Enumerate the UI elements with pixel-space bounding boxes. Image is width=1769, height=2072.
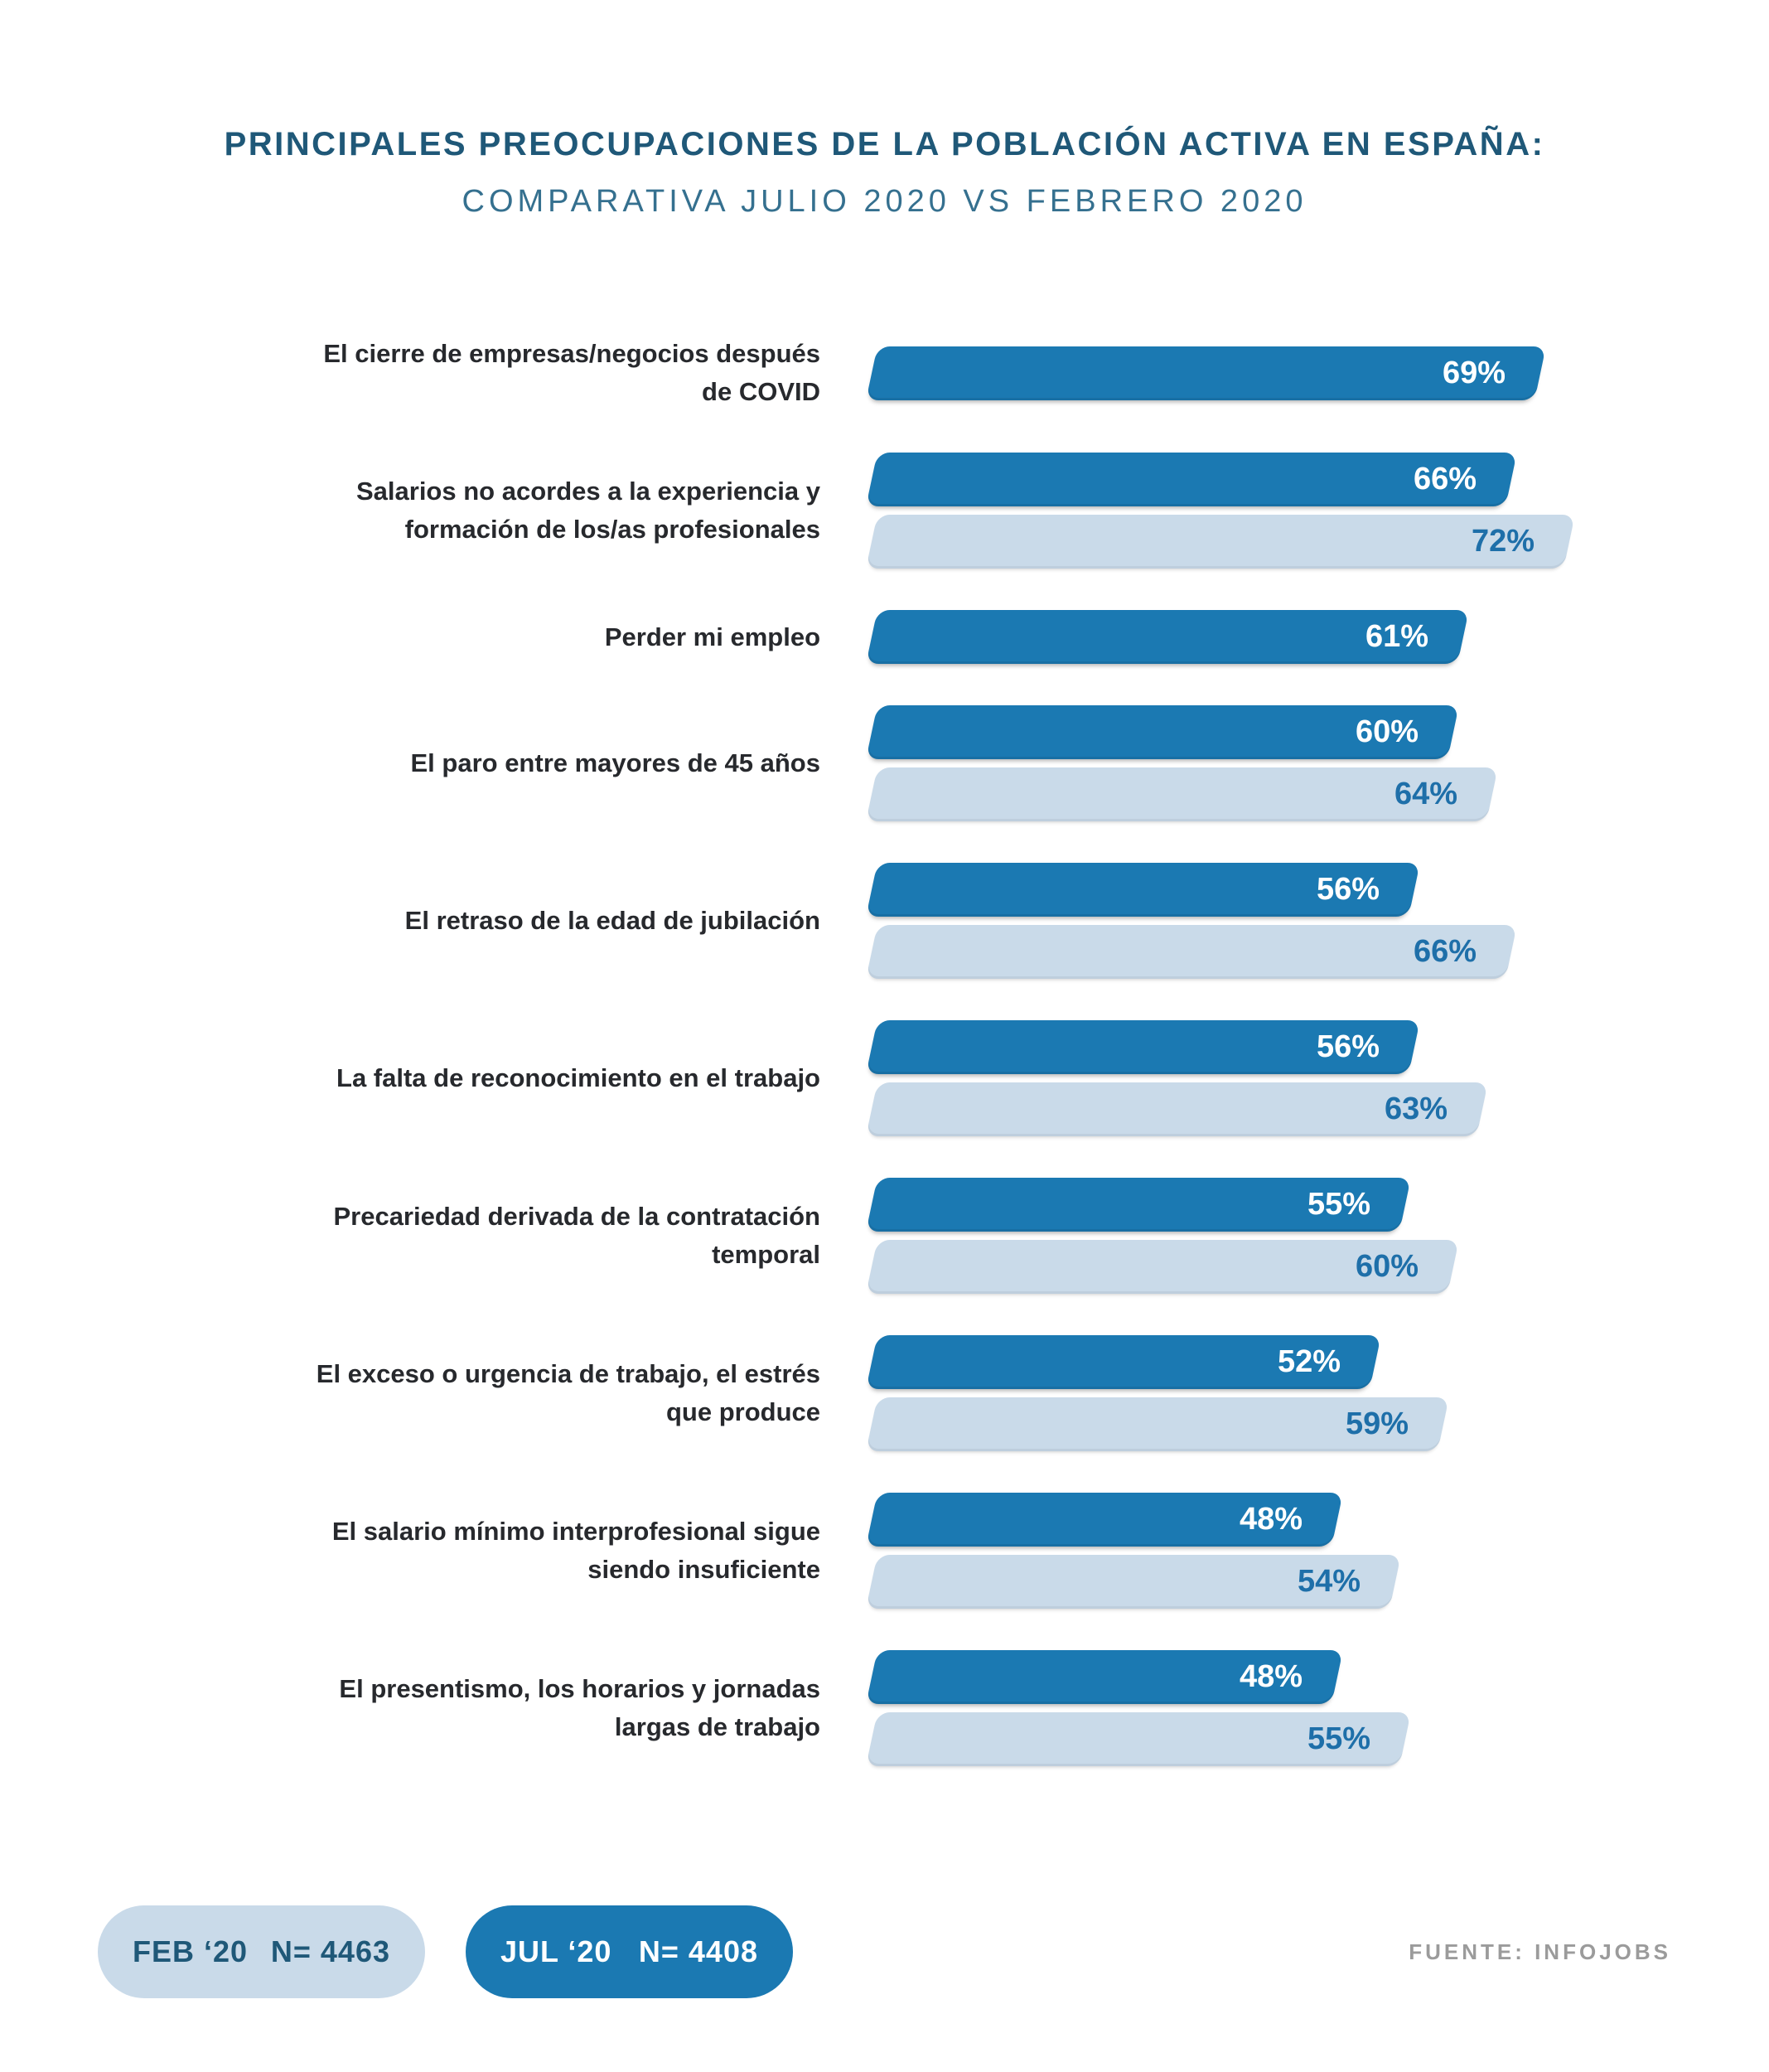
category-label: El retraso de la edad de jubilación xyxy=(124,902,820,940)
category-label: Salarios no acordes a la experiencia y fo… xyxy=(124,472,820,549)
category-label-line: El salario mínimo interprofesional sigue xyxy=(331,1517,820,1546)
category-label-line: siendo insuficiente xyxy=(587,1555,820,1584)
bar-group: 55% 60% xyxy=(866,1178,1459,1294)
legend-jul-label: JUL ‘20 xyxy=(500,1934,612,1968)
bar-value-label: 72% xyxy=(1471,524,1535,559)
category-label: El salario mínimo interprofesional sigue… xyxy=(124,1513,820,1589)
chart-row: Precariedad derivada de la contratación t… xyxy=(124,1178,1769,1294)
category-label-line: largas de trabajo xyxy=(614,1712,820,1741)
category-label-line: El paro entre mayores de 45 años xyxy=(410,748,821,777)
bar-value-label: 56% xyxy=(1316,872,1380,907)
bar-chart: El cierre de empresas/negocios después de… xyxy=(0,335,1769,1766)
chart-row: El retraso de la edad de jubilación 56% 6… xyxy=(124,863,1769,979)
category-label-line: formación de los/as profesionales xyxy=(404,515,820,544)
bar-feb-2020: 54% xyxy=(866,1555,1401,1609)
legend-feb-sample-size: N= 4463 xyxy=(270,1934,390,1968)
bar-value-label: 59% xyxy=(1345,1406,1409,1441)
legend-pill-jul-2020: JUL ‘20 N= 4408 xyxy=(466,1905,793,1998)
category-label-line: El presentismo, los horarios y jornadas xyxy=(339,1674,820,1703)
source-credit: FUENTE: INFOJOBS xyxy=(1409,1939,1671,1964)
bar-value-label: 48% xyxy=(1239,1502,1303,1537)
bar-group: 56% 66% xyxy=(866,863,1517,979)
chart-row: Perder mi empleo 61% xyxy=(124,610,1769,664)
bar-jul-2020: 69% xyxy=(866,346,1546,400)
bar-feb-2020: 66% xyxy=(866,925,1517,979)
bar-jul-2020: 60% xyxy=(866,705,1459,759)
bar-value-label: 66% xyxy=(1413,462,1477,496)
bar-jul-2020: 52% xyxy=(866,1335,1381,1389)
bar-group: 60% 64% xyxy=(866,705,1498,821)
bar-group: 52% 59% xyxy=(866,1335,1449,1451)
category-label-line: que produce xyxy=(665,1397,820,1426)
chart-row: El cierre de empresas/negocios después de… xyxy=(124,335,1769,411)
bar-jul-2020: 56% xyxy=(866,1020,1420,1074)
bar-jul-2020: 61% xyxy=(866,610,1469,664)
bar-value-label: 48% xyxy=(1239,1659,1303,1694)
bar-value-label: 64% xyxy=(1394,777,1457,811)
bar-feb-2020: 55% xyxy=(866,1712,1411,1766)
category-label: El exceso o urgencia de trabajo, el estr… xyxy=(124,1355,820,1431)
chart-row: La falta de reconocimiento en el trabajo… xyxy=(124,1020,1769,1136)
category-label: El cierre de empresas/negocios después de… xyxy=(124,335,820,411)
chart-title: PRINCIPALES PREOCUPACIONES DE LA POBLACI… xyxy=(224,126,1545,162)
chart-subtitle: COMPARATIVA JULIO 2020 VS FEBRERO 2020 xyxy=(462,184,1307,219)
bar-jul-2020: 66% xyxy=(866,453,1517,506)
category-label-line: temporal xyxy=(712,1240,820,1269)
bar-value-label: 60% xyxy=(1355,1249,1419,1284)
bar-value-label: 56% xyxy=(1316,1029,1380,1064)
bar-feb-2020: 59% xyxy=(866,1397,1449,1451)
category-label-line: de COVID xyxy=(702,377,820,406)
bar-value-label: 55% xyxy=(1307,1187,1370,1222)
bar-feb-2020: 64% xyxy=(866,767,1498,821)
legend-pill-feb-2020: FEB ‘20 N= 4463 xyxy=(98,1905,425,1998)
bar-value-label: 55% xyxy=(1307,1721,1370,1756)
bar-value-label: 63% xyxy=(1384,1092,1448,1126)
category-label-line: El cierre de empresas/negocios después xyxy=(323,339,820,368)
chart-row: El salario mínimo interprofesional sigue… xyxy=(124,1493,1769,1609)
bar-value-label: 60% xyxy=(1355,714,1419,749)
bar-jul-2020: 55% xyxy=(866,1178,1411,1232)
bar-value-label: 61% xyxy=(1365,619,1428,654)
legend-jul-sample-size: N= 4408 xyxy=(638,1934,758,1968)
bar-group: 48% 55% xyxy=(866,1650,1411,1766)
bar-jul-2020: 48% xyxy=(866,1650,1343,1704)
bar-group: 69% xyxy=(866,346,1546,400)
category-label: La falta de reconocimiento en el trabajo xyxy=(124,1059,820,1097)
bar-feb-2020: 60% xyxy=(866,1240,1459,1294)
bar-value-label: 69% xyxy=(1442,355,1506,390)
bar-group: 56% 63% xyxy=(866,1020,1488,1136)
category-label-line: Salarios no acordes a la experiencia y xyxy=(355,477,820,506)
category-label-line: Perder mi empleo xyxy=(604,622,820,651)
bar-group: 66% 72% xyxy=(866,453,1575,569)
legend-feb-label: FEB ‘20 xyxy=(133,1934,249,1968)
category-label: El presentismo, los horarios y jornadas l… xyxy=(124,1670,820,1746)
category-label: Precariedad derivada de la contratación t… xyxy=(124,1198,820,1274)
category-label-line: El exceso o urgencia de trabajo, el estr… xyxy=(316,1359,820,1388)
category-label-line: Precariedad derivada de la contratación xyxy=(333,1202,820,1231)
chart-footer: FEB ‘20 N= 4463 JUL ‘20 N= 4408 FUENTE: … xyxy=(0,1905,1769,1998)
chart-row: El presentismo, los horarios y jornadas l… xyxy=(124,1650,1769,1766)
category-label-line: El retraso de la edad de jubilación xyxy=(404,906,820,935)
chart-row: El paro entre mayores de 45 años 60% 64% xyxy=(124,705,1769,821)
category-label-line: La falta de reconocimiento en el trabajo xyxy=(336,1063,820,1092)
bar-value-label: 66% xyxy=(1413,934,1477,969)
bar-jul-2020: 56% xyxy=(866,863,1420,917)
bar-feb-2020: 63% xyxy=(866,1082,1488,1136)
bar-jul-2020: 48% xyxy=(866,1493,1343,1547)
bar-group: 48% 54% xyxy=(866,1493,1401,1609)
category-label: Perder mi empleo xyxy=(124,618,820,656)
category-label: El paro entre mayores de 45 años xyxy=(124,744,821,782)
bar-feb-2020: 72% xyxy=(866,515,1575,569)
chart-row: El exceso o urgencia de trabajo, el estr… xyxy=(124,1335,1769,1451)
bar-value-label: 52% xyxy=(1277,1344,1341,1379)
bar-value-label: 54% xyxy=(1297,1564,1361,1599)
chart-row: Salarios no acordes a la experiencia y fo… xyxy=(124,453,1769,569)
bar-group: 61% xyxy=(866,610,1469,664)
